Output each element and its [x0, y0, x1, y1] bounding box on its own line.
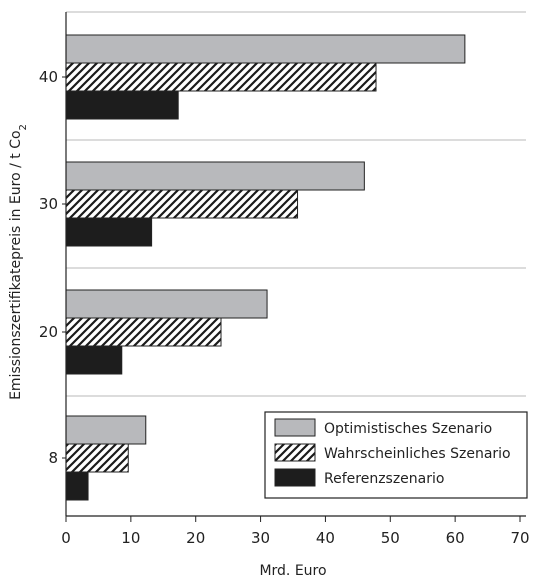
y-tick-label-8: 8	[48, 449, 58, 467]
legend: Optimistisches Szenario Wahrscheinliches …	[264, 411, 528, 499]
x-tick-label-30: 30	[251, 529, 270, 547]
bar-30-1	[65, 161, 365, 191]
y-tick-label-30: 30	[39, 195, 58, 213]
y-axis-label: Emissionszertifikatepreis in Euro / t Co…	[8, 124, 29, 400]
y-axis-label-main: Emissionszertifikatepreis in Euro / t Co	[8, 130, 24, 399]
bar-40-3	[65, 90, 179, 120]
legend-label-2: Wahrscheinliches Szenario	[324, 446, 511, 462]
legend-label-3: Referenzszenario	[324, 471, 444, 487]
bar-40-1	[65, 34, 466, 64]
bar-8-2	[65, 443, 129, 473]
y-tick-label-40: 40	[39, 68, 58, 86]
x-tick-label-70: 70	[510, 529, 529, 547]
x-tick-label-10: 10	[121, 529, 140, 547]
x-axis-label: Mrd. Euro	[259, 563, 326, 579]
bar-20-3	[65, 345, 123, 375]
bar-8-1	[65, 415, 147, 445]
bar-20-1	[65, 289, 268, 319]
x-tick-label-40: 40	[316, 529, 335, 547]
bars-layer	[65, 34, 466, 501]
legend-swatch-2	[274, 443, 316, 462]
grid-layer	[66, 11, 526, 397]
bar-20-2	[65, 317, 222, 347]
x-tick-label-20: 20	[186, 529, 205, 547]
bar-8-3	[65, 471, 89, 501]
x-tick-label-50: 50	[381, 529, 400, 547]
y-tick-label-20: 20	[39, 323, 58, 341]
x-tick-label-0: 0	[61, 529, 71, 547]
y-axis-label-subscript: 2	[18, 124, 29, 130]
legend-items: Optimistisches Szenario Wahrscheinliches …	[274, 418, 511, 487]
x-tick-label-60: 60	[446, 529, 465, 547]
axis-layer: 40 30 20 8 0 10 20 30 40 50 60 70	[39, 12, 530, 547]
bar-40-2	[65, 62, 377, 92]
bar-30-2	[65, 189, 299, 219]
bar-30-3	[65, 217, 153, 247]
legend-swatch-1	[274, 418, 316, 437]
legend-swatch-3	[274, 468, 316, 487]
legend-label-1: Optimistisches Szenario	[324, 421, 492, 437]
